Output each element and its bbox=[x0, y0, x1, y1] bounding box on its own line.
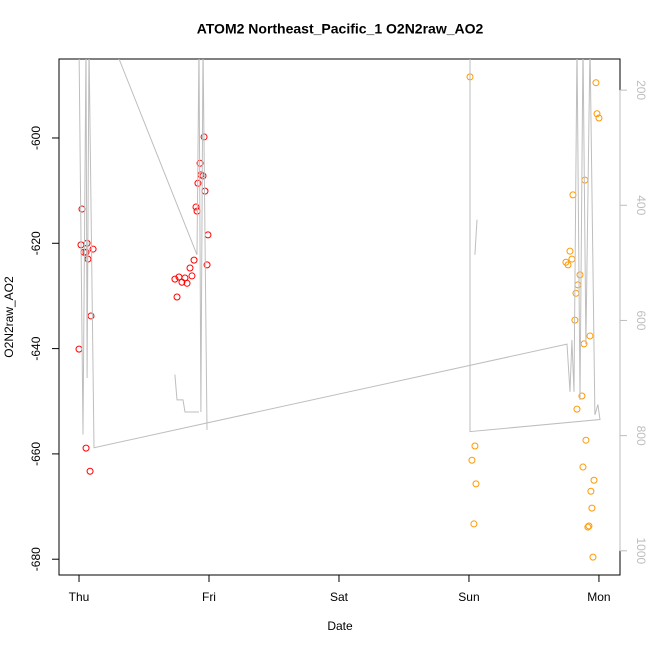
y2-tick-label: 800 bbox=[634, 426, 648, 446]
data-point bbox=[576, 271, 584, 279]
y-tick-label: -600 bbox=[29, 126, 43, 150]
data-point bbox=[592, 79, 600, 87]
x-tick-label: Thu bbox=[69, 590, 90, 604]
data-point bbox=[470, 520, 478, 528]
x-tick-label: Fri bbox=[202, 590, 216, 604]
plot-frame bbox=[58, 58, 621, 576]
data-point bbox=[87, 312, 95, 320]
x-axis-label: Date bbox=[327, 619, 353, 633]
y2-tick-label: 400 bbox=[634, 195, 648, 215]
data-point bbox=[569, 191, 577, 199]
data-point bbox=[574, 281, 582, 289]
data-point bbox=[199, 172, 207, 180]
data-point bbox=[89, 245, 97, 253]
y-tick-label: -620 bbox=[29, 231, 43, 255]
data-point bbox=[573, 405, 581, 413]
data-point bbox=[203, 261, 211, 269]
data-point bbox=[593, 110, 601, 118]
data-point bbox=[204, 231, 212, 239]
y-tick-label: -680 bbox=[29, 547, 43, 571]
x-tick-label: Sun bbox=[458, 590, 479, 604]
data-point bbox=[585, 522, 593, 530]
data-point bbox=[564, 261, 572, 269]
data-point bbox=[579, 463, 587, 471]
data-point bbox=[589, 553, 597, 561]
data-point bbox=[586, 332, 594, 340]
data-point bbox=[75, 345, 83, 353]
y2-tick-label: 200 bbox=[634, 80, 648, 100]
data-point bbox=[580, 340, 588, 348]
plot-area bbox=[75, 59, 603, 561]
data-point bbox=[572, 289, 580, 297]
y-tick-label: -640 bbox=[29, 336, 43, 360]
data-point bbox=[190, 256, 198, 264]
data-point bbox=[581, 176, 589, 184]
data-point bbox=[588, 504, 596, 512]
data-point bbox=[566, 247, 574, 255]
data-point bbox=[86, 467, 94, 475]
data-point bbox=[183, 279, 191, 287]
data-point bbox=[192, 203, 200, 211]
depth-line bbox=[78, 59, 601, 449]
data-point bbox=[587, 487, 595, 495]
y2-tick-label: 600 bbox=[634, 310, 648, 330]
data-point bbox=[82, 444, 90, 452]
data-point bbox=[82, 248, 90, 256]
data-point bbox=[568, 255, 576, 263]
chart-title: ATOM2 Northeast_Pacific_1 O2N2raw_AO2 bbox=[197, 21, 484, 37]
data-point bbox=[595, 114, 603, 122]
y-tick-label: -660 bbox=[29, 442, 43, 466]
data-point bbox=[78, 205, 86, 213]
data-point bbox=[186, 264, 194, 272]
data-point bbox=[590, 476, 598, 484]
data-point bbox=[472, 480, 480, 488]
data-point bbox=[582, 436, 590, 444]
data-point bbox=[471, 442, 479, 450]
x-tick-label: Mon bbox=[587, 590, 610, 604]
data-point bbox=[188, 272, 196, 280]
data-point bbox=[468, 456, 476, 464]
data-point bbox=[584, 523, 592, 531]
data-point bbox=[173, 293, 181, 301]
y-axis-label: O2N2raw_AO2 bbox=[2, 276, 16, 358]
y2-tick-label: 1000 bbox=[634, 537, 648, 564]
data-point bbox=[171, 275, 179, 283]
x-tick-label: Sat bbox=[330, 590, 349, 604]
data-point bbox=[578, 392, 586, 400]
